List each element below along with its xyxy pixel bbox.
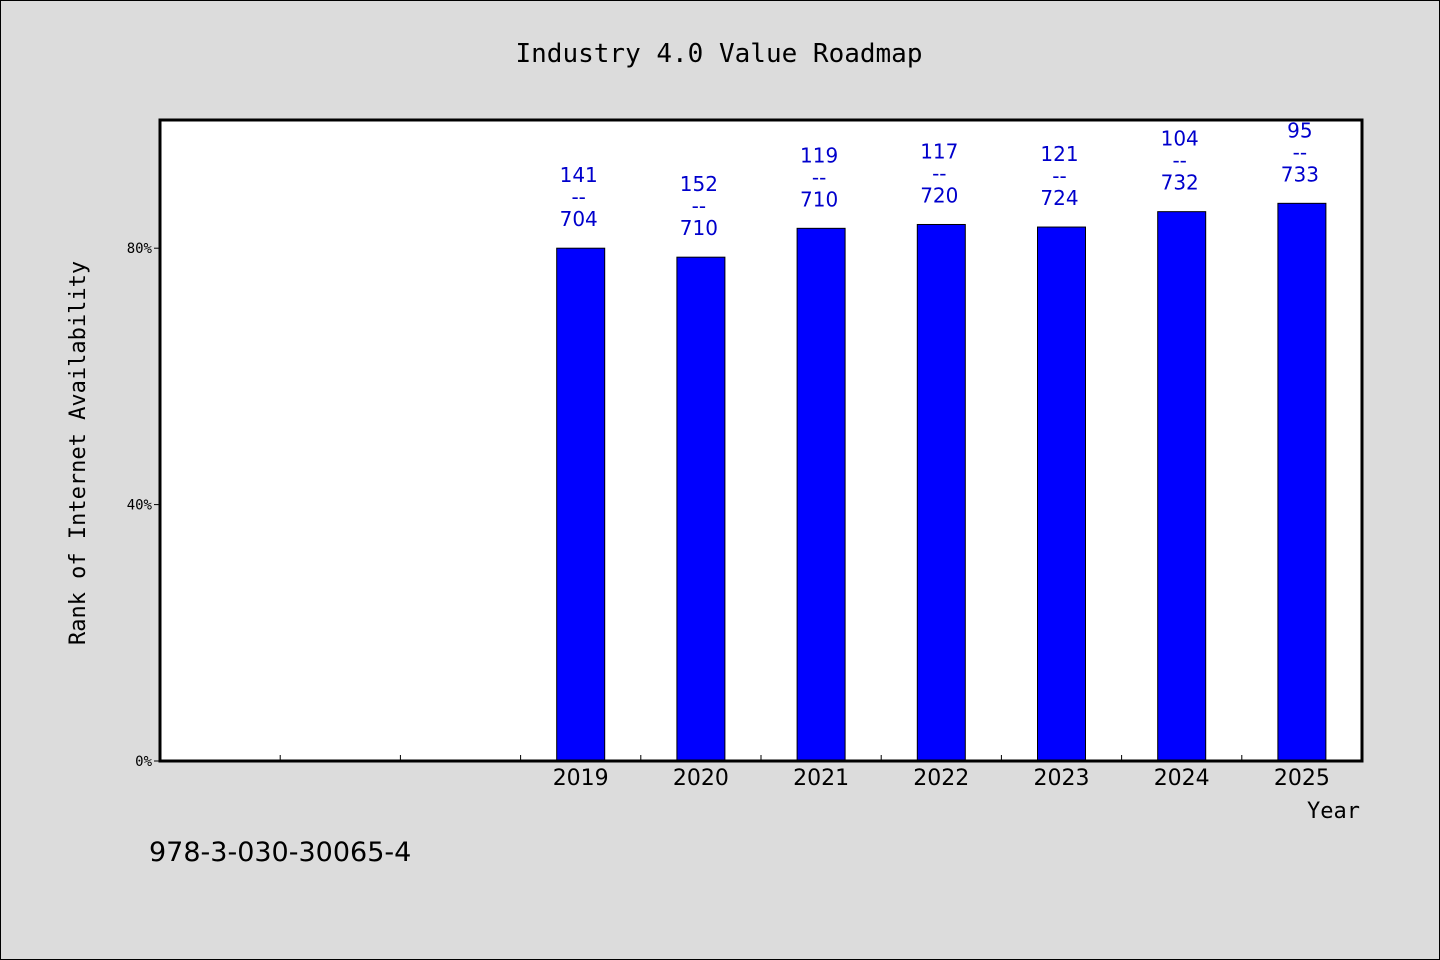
data-label: 710 <box>800 187 838 211</box>
data-label: -- <box>1172 149 1186 173</box>
data-label: 733 <box>1281 162 1319 186</box>
data-label: 141 <box>560 163 598 187</box>
y-tick-label: 80% <box>127 241 153 257</box>
data-label: -- <box>812 165 826 189</box>
x-tick-label: 2023 <box>1034 766 1090 791</box>
data-label: -- <box>1293 140 1307 164</box>
bar <box>676 256 726 762</box>
x-tick-label: 2024 <box>1154 766 1210 791</box>
y-axis-label: Rank of Internet Availability <box>66 261 91 645</box>
plot-border <box>158 118 1364 763</box>
y-tick-label: 40% <box>127 498 153 514</box>
data-label: 104 <box>1161 127 1199 151</box>
chart-title: Industry 4.0 Value Roadmap <box>516 39 923 69</box>
bar <box>1157 211 1207 762</box>
x-tick-label: 2025 <box>1274 766 1330 791</box>
x-tick-label: 2021 <box>793 766 849 791</box>
data-label: 152 <box>680 172 718 196</box>
data-label: 732 <box>1161 171 1199 195</box>
bar <box>556 247 606 762</box>
data-label: -- <box>932 161 946 185</box>
data-label: 121 <box>1040 142 1078 166</box>
data-label: 119 <box>800 143 838 167</box>
bar <box>1277 202 1327 762</box>
x-tick-label: 2019 <box>553 766 609 791</box>
data-label: 95 <box>1287 118 1312 142</box>
x-tick-label: 2020 <box>673 766 729 791</box>
data-label: 724 <box>1040 186 1078 210</box>
data-label: 117 <box>920 139 958 163</box>
y-tick-label: 0% <box>135 754 152 770</box>
bar <box>796 227 846 762</box>
data-label: 704 <box>560 207 598 231</box>
data-label: -- <box>692 194 706 218</box>
bar <box>916 223 966 762</box>
data-label: -- <box>571 185 585 209</box>
data-label: 720 <box>920 183 958 207</box>
x-axis-label: Year <box>1307 799 1360 824</box>
data-label: 710 <box>680 216 718 240</box>
x-tick-label: 2022 <box>913 766 969 791</box>
data-label: -- <box>1052 164 1066 188</box>
bar <box>1037 226 1086 762</box>
isbn-code: 978-3-030-30065-4 <box>149 837 412 868</box>
